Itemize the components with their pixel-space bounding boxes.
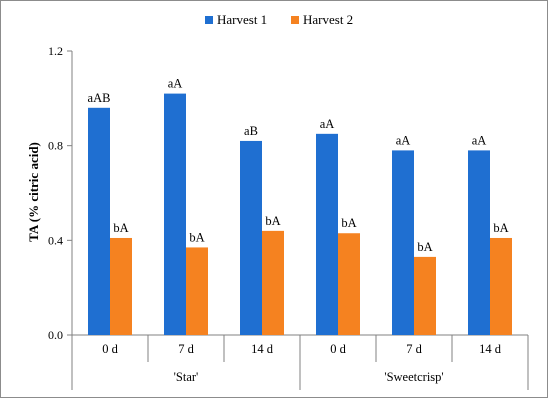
y-tick-label: 0.4 <box>48 233 63 247</box>
y-tick-label: 1.2 <box>48 44 63 58</box>
bar-data-label: aA <box>396 133 411 147</box>
bar <box>262 230 284 335</box>
y-tick-label: 0.8 <box>48 139 63 153</box>
bar <box>316 133 338 335</box>
legend-label: Harvest 2 <box>303 12 353 27</box>
x-group-label: 'Star' <box>174 370 199 384</box>
bars <box>88 93 512 335</box>
bar-data-label: bA <box>265 214 280 228</box>
bar <box>490 237 512 335</box>
bar-data-label: bA <box>417 240 432 254</box>
legend-swatch <box>205 16 213 24</box>
bar-data-label: aB <box>244 124 258 138</box>
x-category-label: 7 d <box>406 342 422 356</box>
bar-data-label: aA <box>168 77 183 91</box>
data-labels: aAB aA aB aA aA aA bA bA bA bA bA bA <box>88 77 509 254</box>
bar <box>88 107 110 335</box>
x-category-label: 7 d <box>178 342 194 356</box>
y-axis-label: TA (% citric acid) <box>26 142 41 242</box>
x-category-label: 0 d <box>330 342 346 356</box>
x-category-label: 14 d <box>251 342 274 356</box>
bar-data-label: aA <box>472 133 487 147</box>
bar <box>338 233 360 335</box>
x-category-label: 14 d <box>479 342 502 356</box>
bar-data-label: bA <box>493 221 508 235</box>
bar <box>392 150 414 335</box>
legend: Harvest 1 Harvest 2 <box>205 12 353 27</box>
y-tick-label: 0.0 <box>48 328 63 342</box>
bar-data-label: aA <box>320 117 335 131</box>
bar-data-label: bA <box>341 216 356 230</box>
axes: 0.0 0.4 0.8 1.2 0 d 7 d 14 d 0 d 7 d 14 d 'Star' 'S… <box>48 44 529 390</box>
bar <box>468 150 490 335</box>
bar-data-label: aAB <box>88 91 111 105</box>
legend-label: Harvest 1 <box>217 12 267 27</box>
bar-data-label: bA <box>113 221 128 235</box>
legend-swatch <box>291 16 299 24</box>
x-category-label: 0 d <box>102 342 118 356</box>
bar <box>414 256 436 335</box>
x-group-label: 'Sweetcrisp' <box>384 370 443 384</box>
bar-data-label: bA <box>189 230 204 244</box>
bar <box>186 247 208 335</box>
bar <box>164 93 186 335</box>
bar <box>110 237 132 335</box>
bar <box>240 140 262 335</box>
